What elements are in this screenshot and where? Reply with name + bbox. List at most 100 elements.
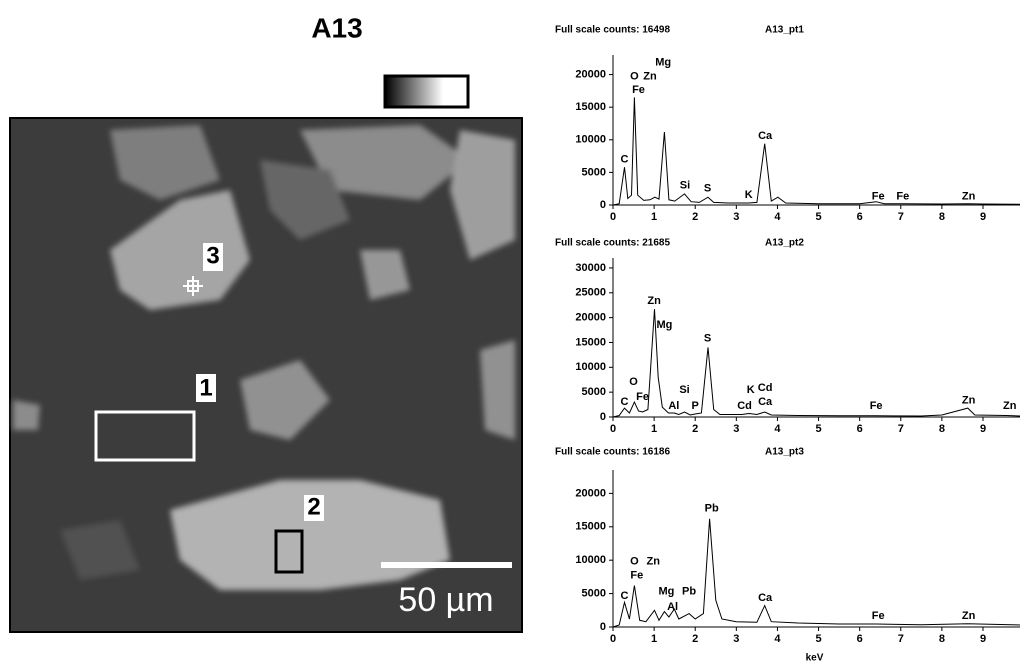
y-tick-label: 10000	[575, 554, 606, 566]
x-axis-label: keV	[806, 653, 824, 664]
x-tick-label: 7	[898, 423, 904, 435]
y-tick-label: 15000	[575, 521, 606, 533]
chart-title: Full scale counts: 16186	[555, 447, 670, 458]
peak-label: Zn	[647, 295, 661, 307]
peak-label: S	[704, 332, 711, 344]
peak-label: Fe	[630, 569, 643, 581]
x-tick-label: 1	[651, 633, 657, 645]
y-tick-label: 15000	[575, 101, 606, 113]
peak-label: P	[692, 400, 699, 412]
x-tick-label: 5	[815, 633, 821, 645]
peak-label: Mg	[656, 319, 672, 331]
x-tick-label: 6	[857, 633, 863, 645]
y-tick-label: 25000	[575, 287, 606, 299]
y-tick-label: 20000	[575, 68, 606, 80]
peak-label: K	[745, 189, 753, 201]
peak-label: Fe	[896, 190, 909, 202]
peak-label: Si	[680, 179, 690, 191]
x-tick-label: 5	[815, 211, 821, 223]
peak-label: Al	[668, 400, 679, 412]
image-title: A13	[311, 12, 362, 43]
peak-label: Al	[667, 601, 678, 613]
y-tick-label: 0	[600, 411, 606, 423]
y-tick-label: 0	[600, 621, 606, 633]
y-tick-label: 10000	[575, 361, 606, 373]
x-tick-label: 6	[857, 423, 863, 435]
x-tick-label: 7	[898, 633, 904, 645]
peak-label: Zn	[1003, 400, 1017, 412]
peak-label: C	[621, 153, 629, 165]
x-tick-label: 7	[898, 211, 904, 223]
peak-label: Zn	[643, 70, 657, 82]
peak-label: Ca	[758, 130, 773, 142]
peak-label: O	[630, 555, 639, 567]
y-tick-label: 30000	[575, 262, 606, 274]
peak-label: Pb	[705, 503, 719, 515]
x-tick-label: 8	[939, 211, 945, 223]
peak-label: Fe	[632, 84, 645, 96]
y-tick-label: 0	[600, 199, 606, 211]
chart-subtitle: A13_pt3	[765, 447, 804, 458]
x-tick-label: 3	[733, 633, 739, 645]
scale-bar-label: 50 µm	[398, 581, 493, 619]
y-tick-label: 5000	[582, 386, 606, 398]
page: A13 1 2 3 50 µm Full scale counts: 16498…	[0, 0, 1022, 665]
peak-label: Mg	[658, 585, 674, 597]
point-label: 1	[199, 374, 212, 401]
spectrum-line	[613, 97, 1020, 205]
x-tick-label: 2	[692, 633, 698, 645]
x-tick-label: 3	[733, 423, 739, 435]
peak-label: O	[630, 70, 639, 82]
peak-label: Fe	[636, 391, 649, 403]
y-tick-label: 20000	[575, 487, 606, 499]
peak-label: Zn	[647, 555, 661, 567]
color-bar	[385, 76, 468, 107]
peak-label: Mg	[655, 57, 671, 69]
peak-label: K	[747, 384, 755, 396]
x-tick-label: 0	[610, 633, 616, 645]
peak-label: S	[704, 183, 711, 195]
x-tick-label: 0	[610, 423, 616, 435]
peak-label: Ca	[758, 592, 773, 604]
chart-subtitle: A13_pt1	[765, 25, 804, 36]
peak-label: Ca	[758, 396, 773, 408]
point-label: 2	[307, 493, 320, 520]
x-tick-label: 1	[651, 211, 657, 223]
x-tick-label: 0	[610, 211, 616, 223]
x-tick-label: 4	[774, 423, 781, 435]
y-tick-label: 20000	[575, 312, 606, 324]
x-tick-label: 4	[774, 211, 781, 223]
x-tick-label: 8	[939, 633, 945, 645]
sem-image	[10, 118, 522, 632]
x-tick-label: 4	[774, 633, 781, 645]
x-tick-label: 2	[692, 423, 698, 435]
peak-label: Pb	[682, 585, 696, 597]
chart-title: Full scale counts: 21685	[555, 238, 670, 249]
x-tick-label: 9	[980, 633, 986, 645]
peak-label: Fe	[872, 190, 885, 202]
x-tick-label: 3	[733, 211, 739, 223]
peak-label: Cd	[758, 382, 773, 394]
point-label: 3	[206, 242, 219, 269]
y-tick-label: 15000	[575, 336, 606, 348]
x-tick-label: 9	[980, 423, 986, 435]
peak-label: Si	[679, 384, 689, 396]
y-tick-label: 5000	[582, 166, 606, 178]
peak-label: C	[621, 590, 629, 602]
x-tick-label: 8	[939, 423, 945, 435]
peak-label: Zn	[962, 610, 976, 622]
peak-label: C	[621, 396, 629, 408]
x-tick-label: 2	[692, 211, 698, 223]
peak-label: Zn	[962, 395, 976, 407]
peak-label: Zn	[962, 190, 976, 202]
peak-label: Fe	[872, 610, 885, 622]
x-tick-label: 1	[651, 423, 657, 435]
peak-label: Cd	[737, 400, 752, 412]
x-tick-label: 6	[857, 211, 863, 223]
chart-subtitle: A13_pt2	[765, 238, 804, 249]
x-tick-label: 9	[980, 211, 986, 223]
y-tick-label: 5000	[582, 588, 606, 600]
peak-label: Fe	[870, 400, 883, 412]
chart-title: Full scale counts: 16498	[555, 25, 670, 36]
peak-label: O	[629, 376, 638, 388]
